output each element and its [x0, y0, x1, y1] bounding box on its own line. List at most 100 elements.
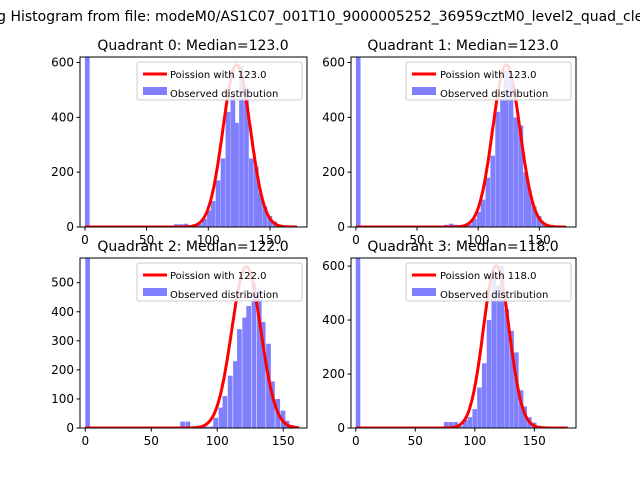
- histogram-bar: [210, 200, 216, 227]
- histogram-bar: [443, 422, 449, 428]
- x-tick-label: 0: [81, 434, 89, 448]
- panel-3-body: 0 50 100 150 0 200 400 600: [322, 257, 577, 448]
- legend-hist-swatch: [412, 288, 436, 296]
- histogram-bar: [230, 95, 236, 227]
- panel-0-plot-area: [84, 57, 298, 227]
- histogram-bar: [476, 211, 482, 227]
- histogram-bar: [508, 76, 514, 227]
- histogram-bar: [467, 224, 472, 227]
- histogram-bar: [266, 343, 271, 428]
- histogram-bar: [536, 216, 542, 227]
- y-tick-label: 600: [322, 259, 345, 273]
- x-tick-label: 150: [528, 233, 551, 247]
- axes-frame: [350, 257, 577, 429]
- axes-frame: [79, 56, 308, 228]
- x-tick-label: 50: [144, 434, 159, 448]
- histogram-bar: [225, 111, 231, 227]
- axes-frame: [79, 257, 308, 429]
- panel-1-plot-area: [355, 57, 568, 227]
- panel-0-legend-fit-label: Poission with 123.0: [170, 70, 266, 81]
- panel-0-title: Quadrant 0: Median=123.0: [97, 38, 288, 54]
- x-tick-label: 100: [463, 434, 486, 448]
- y-tick-label: 200: [51, 363, 74, 377]
- histogram-bar: [500, 98, 505, 227]
- histogram-bar: [486, 320, 492, 428]
- legend-hist-swatch: [143, 288, 167, 296]
- histogram-bar: [490, 155, 496, 227]
- histogram-bar: [256, 288, 262, 428]
- legend-box: [136, 262, 303, 302]
- y-tick-label: 500: [51, 276, 74, 290]
- histogram-bar: [513, 117, 519, 227]
- histogram-bar: [197, 224, 202, 227]
- panel-0: 0 50 100 150 0 200 400 600 Quadrant 0: Median=1…: [51, 38, 308, 247]
- y-tick-label: 400: [51, 110, 74, 124]
- histogram-bar: [260, 321, 266, 428]
- histogram-bar: [242, 317, 248, 428]
- y-tick-label: 600: [322, 55, 345, 69]
- panel-1-legend-hist-label: Observed distribution: [440, 89, 548, 100]
- legend-hist-swatch: [143, 87, 167, 95]
- panel-2-legend-hist-label: Observed distribution: [170, 290, 278, 301]
- histogram-bar: [491, 274, 496, 428]
- histogram-bar: [477, 387, 482, 428]
- histogram-bar: [204, 426, 209, 428]
- legend-box: [405, 61, 572, 101]
- x-tick-label: 50: [408, 434, 423, 448]
- histogram-bar: [84, 57, 90, 227]
- x-tick-label: 150: [272, 434, 295, 448]
- x-tick-label: 100: [467, 233, 490, 247]
- histogram-bar: [523, 172, 529, 227]
- panel-2-title: Quadrant 2: Median=122.0: [97, 239, 288, 255]
- poisson-fit-line: [354, 264, 569, 428]
- y-tick-label: 0: [337, 421, 345, 435]
- histogram-bar: [472, 409, 477, 428]
- histogram-bar: [462, 419, 468, 428]
- histogram-bar: [514, 352, 519, 428]
- y-tick-label: 0: [66, 220, 74, 234]
- histogram-bar: [222, 396, 228, 428]
- y-tick-label: 200: [51, 165, 74, 179]
- legend-box: [405, 262, 572, 302]
- panel-1-body: 0 50 100 150 0 200 400 600: [322, 55, 577, 247]
- x-tick-label: 150: [523, 434, 546, 448]
- histogram-bar: [180, 421, 186, 428]
- histogram-bar: [509, 330, 514, 428]
- panel-0-legend-hist-label: Observed distribution: [170, 89, 278, 100]
- histogram-bar: [485, 177, 491, 227]
- panel-2-body: 0 50 100 150 0 100 200 300 400 500: [51, 257, 308, 448]
- x-tick-label: 100: [197, 233, 220, 247]
- histogram-bar: [246, 305, 252, 428]
- histogram-bar: [253, 166, 259, 227]
- histogram-bar: [220, 158, 226, 227]
- x-tick-label: 50: [139, 233, 154, 247]
- histogram-bar: [249, 158, 254, 227]
- y-tick-label: 200: [322, 165, 345, 179]
- x-tick-label: 50: [409, 233, 424, 247]
- histogram-bar: [202, 218, 207, 227]
- y-tick-label: 0: [337, 220, 345, 234]
- panel-2: 0 50 100 150 0 100 200 300 400 500 Quadrant 2: Me…: [51, 239, 308, 448]
- histogram-bar: [467, 417, 473, 428]
- y-tick-label: 400: [322, 110, 345, 124]
- histogram-bar: [270, 381, 275, 428]
- histogram-bar: [85, 258, 91, 428]
- y-tick-label: 300: [51, 334, 74, 348]
- histogram-bar: [355, 258, 361, 428]
- figure-title: Plotting Histogram from file: modeM0/AS1…: [0, 9, 640, 25]
- poisson-fit-line: [84, 63, 298, 227]
- y-tick-label: 200: [322, 367, 345, 381]
- histogram-bar: [251, 282, 257, 428]
- histogram-bar: [209, 426, 215, 428]
- panel-3: 0 50 100 150 0 200 400 600 Quadrant 3: Median=1…: [322, 239, 577, 448]
- histogram-bar: [496, 284, 501, 428]
- histogram-bar: [518, 125, 524, 227]
- x-tick-label: 0: [81, 233, 89, 247]
- histogram-bar: [233, 361, 238, 428]
- histogram-bar: [495, 111, 500, 227]
- histogram-bar: [518, 390, 524, 428]
- histogram-bar: [237, 329, 242, 428]
- panel-3-legend-hist-label: Observed distribution: [440, 290, 548, 301]
- histogram-bar: [244, 87, 249, 227]
